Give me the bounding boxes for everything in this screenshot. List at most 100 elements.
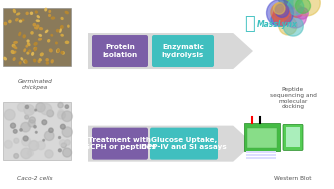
Ellipse shape xyxy=(46,62,48,64)
Circle shape xyxy=(11,123,15,128)
Circle shape xyxy=(4,140,12,148)
Ellipse shape xyxy=(48,40,50,42)
Circle shape xyxy=(274,3,285,14)
Ellipse shape xyxy=(39,28,42,29)
Ellipse shape xyxy=(61,18,63,19)
Text: Protein
isolation: Protein isolation xyxy=(103,44,138,58)
FancyBboxPatch shape xyxy=(247,128,277,148)
Ellipse shape xyxy=(25,60,27,63)
Ellipse shape xyxy=(4,22,7,25)
FancyBboxPatch shape xyxy=(246,154,276,156)
Circle shape xyxy=(277,0,304,8)
Circle shape xyxy=(34,125,36,128)
Circle shape xyxy=(22,137,31,146)
Ellipse shape xyxy=(45,30,48,33)
Ellipse shape xyxy=(57,49,59,52)
Text: Treatment with
GCPH or peptides: Treatment with GCPH or peptides xyxy=(84,137,156,150)
Text: Enzymatic
hydrolysis: Enzymatic hydrolysis xyxy=(162,44,204,58)
FancyBboxPatch shape xyxy=(3,8,71,66)
FancyBboxPatch shape xyxy=(246,157,276,159)
Ellipse shape xyxy=(62,52,64,54)
Circle shape xyxy=(49,128,53,132)
Circle shape xyxy=(24,105,34,115)
FancyBboxPatch shape xyxy=(92,128,148,160)
Circle shape xyxy=(13,129,17,133)
Circle shape xyxy=(40,104,52,115)
Text: Caco-2 cells: Caco-2 cells xyxy=(17,176,53,181)
Ellipse shape xyxy=(34,59,36,62)
Ellipse shape xyxy=(19,62,21,64)
Ellipse shape xyxy=(35,27,37,29)
Ellipse shape xyxy=(37,16,39,18)
Ellipse shape xyxy=(19,20,22,22)
Circle shape xyxy=(37,141,45,150)
Circle shape xyxy=(43,139,44,141)
FancyBboxPatch shape xyxy=(150,128,218,160)
Circle shape xyxy=(29,108,34,113)
Ellipse shape xyxy=(49,49,52,52)
Ellipse shape xyxy=(49,15,50,16)
Text: Germinated
chickpea: Germinated chickpea xyxy=(18,79,52,90)
Polygon shape xyxy=(88,33,253,69)
FancyBboxPatch shape xyxy=(92,35,148,67)
Ellipse shape xyxy=(68,25,69,27)
Text: ®: ® xyxy=(268,20,273,25)
Ellipse shape xyxy=(19,32,21,36)
Text: Western Blot: Western Blot xyxy=(274,176,312,181)
Ellipse shape xyxy=(16,19,18,21)
Circle shape xyxy=(58,110,64,115)
Circle shape xyxy=(28,150,33,156)
Ellipse shape xyxy=(34,48,36,51)
Circle shape xyxy=(283,16,303,36)
Circle shape xyxy=(57,111,65,119)
Circle shape xyxy=(60,124,65,129)
Text: MassLynx: MassLynx xyxy=(257,20,298,29)
Circle shape xyxy=(63,148,71,157)
Ellipse shape xyxy=(4,57,6,60)
Circle shape xyxy=(20,129,22,131)
Ellipse shape xyxy=(35,11,37,13)
Circle shape xyxy=(59,140,66,146)
Ellipse shape xyxy=(28,43,30,46)
FancyBboxPatch shape xyxy=(152,35,214,67)
Circle shape xyxy=(25,115,29,119)
Circle shape xyxy=(62,111,72,122)
Text: Peptide
sequencing and
molecular
docking: Peptide sequencing and molecular docking xyxy=(270,87,316,109)
Ellipse shape xyxy=(27,52,29,54)
Circle shape xyxy=(275,4,289,17)
Circle shape xyxy=(42,120,47,125)
Circle shape xyxy=(14,138,19,143)
Ellipse shape xyxy=(17,13,20,15)
Ellipse shape xyxy=(36,25,39,28)
Circle shape xyxy=(4,109,15,120)
Ellipse shape xyxy=(33,24,35,26)
Ellipse shape xyxy=(12,44,15,47)
Circle shape xyxy=(58,102,63,108)
Circle shape xyxy=(17,103,26,111)
Ellipse shape xyxy=(51,60,53,63)
Ellipse shape xyxy=(65,41,68,43)
Circle shape xyxy=(279,17,297,35)
Ellipse shape xyxy=(24,49,25,52)
Circle shape xyxy=(296,0,311,13)
Ellipse shape xyxy=(22,19,24,21)
Ellipse shape xyxy=(32,53,33,55)
Ellipse shape xyxy=(34,43,37,45)
Ellipse shape xyxy=(56,29,59,32)
Ellipse shape xyxy=(38,60,40,63)
Ellipse shape xyxy=(23,35,25,38)
Circle shape xyxy=(294,0,320,16)
Circle shape xyxy=(25,105,28,108)
Ellipse shape xyxy=(30,12,32,14)
Ellipse shape xyxy=(14,42,17,43)
Text: Ⓢ: Ⓢ xyxy=(244,15,255,33)
Ellipse shape xyxy=(60,29,61,32)
Circle shape xyxy=(36,103,45,112)
FancyBboxPatch shape xyxy=(246,151,276,153)
Ellipse shape xyxy=(11,50,14,53)
Ellipse shape xyxy=(39,59,41,61)
Circle shape xyxy=(297,7,308,19)
Circle shape xyxy=(58,136,60,139)
Ellipse shape xyxy=(46,59,48,61)
Ellipse shape xyxy=(51,17,54,19)
